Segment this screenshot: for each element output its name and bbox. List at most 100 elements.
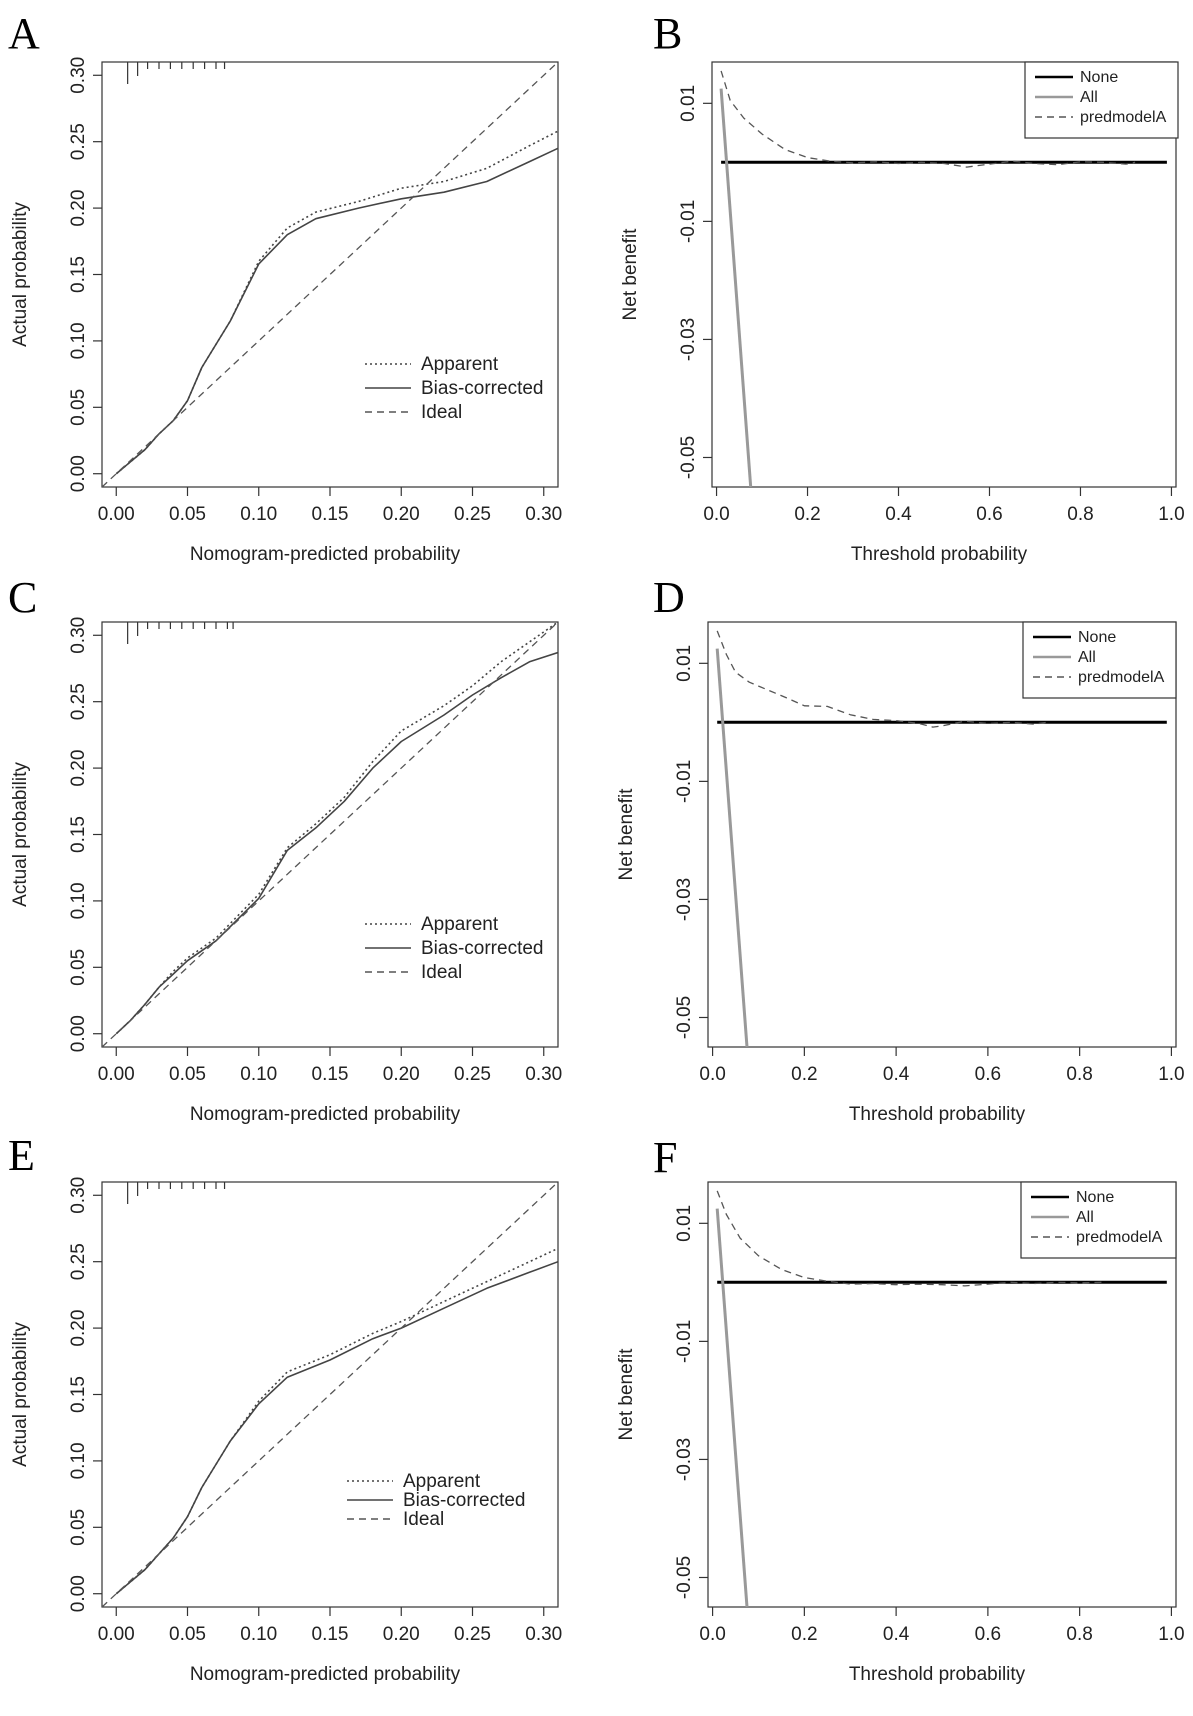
series-all-f — [715, 1208, 749, 1607]
y-tick-label-c: 0.00 — [68, 1015, 89, 1052]
plot-frame-d — [707, 621, 1177, 1048]
x-tick-label-c: 0.30 — [525, 1064, 562, 1085]
y-tick-label-d: -0.05 — [674, 996, 695, 1039]
series-bias-corrected-e — [115, 1260, 558, 1595]
x-axis-title-c: Nomogram-predicted probability — [190, 1104, 461, 1125]
x-tick-label-c: 0.20 — [383, 1064, 420, 1085]
series-predmodela-b — [720, 70, 1136, 168]
panel-letter-b: B — [653, 9, 682, 58]
y-tick-label-b: -0.05 — [678, 436, 699, 479]
y-tick-label-b: 0.01 — [678, 85, 699, 122]
legend-label-ideal-c: Ideal — [421, 962, 462, 983]
panel-letter-c: C — [8, 573, 37, 622]
panel-d: D 0.0 0.2 0.4 0.6 0.8 1.0 -0.05 -0.03 -0.01 0.01 Th… — [616, 573, 1185, 1125]
panel-e: E 0.00 0.05 0.10 0.15 0.20 0.25 0.30 0.00 0.05 0.1… — [8, 1131, 562, 1685]
panel-letter-e: E — [8, 1131, 35, 1180]
y-tick-label-a: 0.00 — [68, 455, 89, 492]
x-tick-label-a: 0.25 — [454, 504, 491, 525]
y-tick-label-f: -0.03 — [674, 1438, 695, 1481]
legend-label-none-b: None — [1080, 69, 1118, 86]
x-tick-label-b: 0.4 — [885, 504, 912, 525]
y-tick-label-f: -0.01 — [674, 1320, 695, 1363]
y-tick-label-e: 0.05 — [68, 1509, 89, 1546]
legend-label-apparent-a: Apparent — [421, 354, 499, 375]
y-tick-label-e: 0.25 — [68, 1243, 89, 1280]
x-tick-label-b: 0.6 — [976, 504, 1002, 525]
plot-frame-f — [707, 1181, 1177, 1608]
x-axis-title-e: Nomogram-predicted probability — [190, 1664, 461, 1685]
series-ideal-a — [102, 62, 558, 487]
series-all-d — [715, 648, 749, 1047]
series-all-b — [719, 88, 753, 487]
legend-label-ideal-e: Ideal — [403, 1509, 444, 1530]
panel-letter-f: F — [653, 1133, 677, 1182]
panel-letter-a: A — [8, 9, 40, 58]
x-tick-label-d: 0.0 — [699, 1064, 725, 1085]
x-tick-label-f: 0.4 — [883, 1624, 910, 1645]
legend-label-all-b: All — [1080, 89, 1098, 106]
legend-box-f — [1020, 1181, 1177, 1259]
y-axis-title-c: Actual probability — [10, 762, 31, 907]
y-tick-label-c: 0.25 — [68, 683, 89, 720]
series-ideal-c — [102, 622, 558, 1047]
series-ideal-e — [102, 1182, 558, 1607]
x-tick-label-e: 0.20 — [383, 1624, 420, 1645]
y-axis-title-e: Actual probability — [10, 1322, 31, 1467]
legend-label-all-f: All — [1076, 1209, 1094, 1226]
legend-box-d — [1022, 621, 1177, 699]
series-predmodela-d — [716, 630, 1048, 728]
x-tick-label-f: 0.2 — [791, 1624, 817, 1645]
series-apparent-e — [115, 1247, 558, 1595]
y-tick-label-c: 0.10 — [68, 882, 89, 919]
x-tick-label-a: 0.20 — [383, 504, 420, 525]
x-axis-title-d: Threshold probability — [849, 1104, 1026, 1125]
y-tick-label-d: 0.01 — [674, 645, 695, 682]
legend-label-ideal-a: Ideal — [421, 402, 462, 423]
legend-label-bias-corrected-a: Bias-corrected — [421, 378, 544, 399]
x-tick-label-e: 0.00 — [98, 1624, 135, 1645]
x-tick-label-e: 0.25 — [454, 1624, 491, 1645]
legend-label-predmodela-f: predmodelA — [1076, 1229, 1163, 1246]
y-tick-label-d: -0.01 — [674, 760, 695, 803]
y-tick-label-a: 0.05 — [68, 389, 89, 426]
y-tick-label-f: -0.05 — [674, 1556, 695, 1599]
x-tick-label-c: 0.15 — [312, 1064, 349, 1085]
series-bias-corrected-c — [115, 651, 558, 1035]
y-tick-label-d: -0.03 — [674, 878, 695, 921]
x-tick-label-b: 0.0 — [703, 504, 729, 525]
x-tick-label-f: 0.0 — [699, 1624, 725, 1645]
series-predmodela-f — [716, 1190, 1103, 1287]
plot-frame-b — [711, 61, 1177, 488]
x-tick-label-b: 1.0 — [1158, 504, 1184, 525]
legend-label-none-f: None — [1076, 1189, 1114, 1206]
y-tick-label-e: 0.30 — [68, 1177, 89, 1214]
x-tick-label-d: 0.6 — [975, 1064, 1001, 1085]
x-axis-title-a: Nomogram-predicted probability — [190, 544, 461, 565]
x-tick-label-d: 0.8 — [1066, 1064, 1092, 1085]
panel-letter-d: D — [653, 573, 685, 622]
x-tick-label-f: 0.8 — [1066, 1624, 1092, 1645]
legend-box-b — [1024, 61, 1179, 139]
x-tick-label-f: 1.0 — [1158, 1624, 1184, 1645]
y-tick-label-f: 0.01 — [674, 1205, 695, 1242]
x-tick-label-a: 0.10 — [240, 504, 277, 525]
series-bias-corrected-a — [115, 147, 558, 475]
x-tick-label-c: 0.00 — [98, 1064, 135, 1085]
y-tick-label-c: 0.30 — [68, 617, 89, 654]
y-tick-label-e: 0.10 — [68, 1442, 89, 1479]
panel-a: A 0.00 0.05 0.10 0.15 0.20 0.25 0.30 0.00 0.05 0.1… — [8, 9, 562, 565]
y-tick-label-a: 0.15 — [68, 256, 89, 293]
y-tick-label-c: 0.15 — [68, 816, 89, 853]
x-tick-label-d: 0.4 — [883, 1064, 910, 1085]
legend-label-all-d: All — [1078, 649, 1096, 666]
legend-label-predmodela-b: predmodelA — [1080, 109, 1167, 126]
y-tick-label-b: -0.03 — [678, 318, 699, 361]
y-tick-label-c: 0.05 — [68, 949, 89, 986]
y-tick-label-e: 0.00 — [68, 1575, 89, 1612]
x-tick-label-a: 0.00 — [98, 504, 135, 525]
y-axis-title-b: Net benefit — [620, 228, 641, 321]
x-tick-label-b: 0.2 — [794, 504, 820, 525]
y-tick-label-c: 0.20 — [68, 750, 89, 787]
y-tick-label-a: 0.10 — [68, 322, 89, 359]
legend-label-bias-corrected-c: Bias-corrected — [421, 938, 544, 959]
